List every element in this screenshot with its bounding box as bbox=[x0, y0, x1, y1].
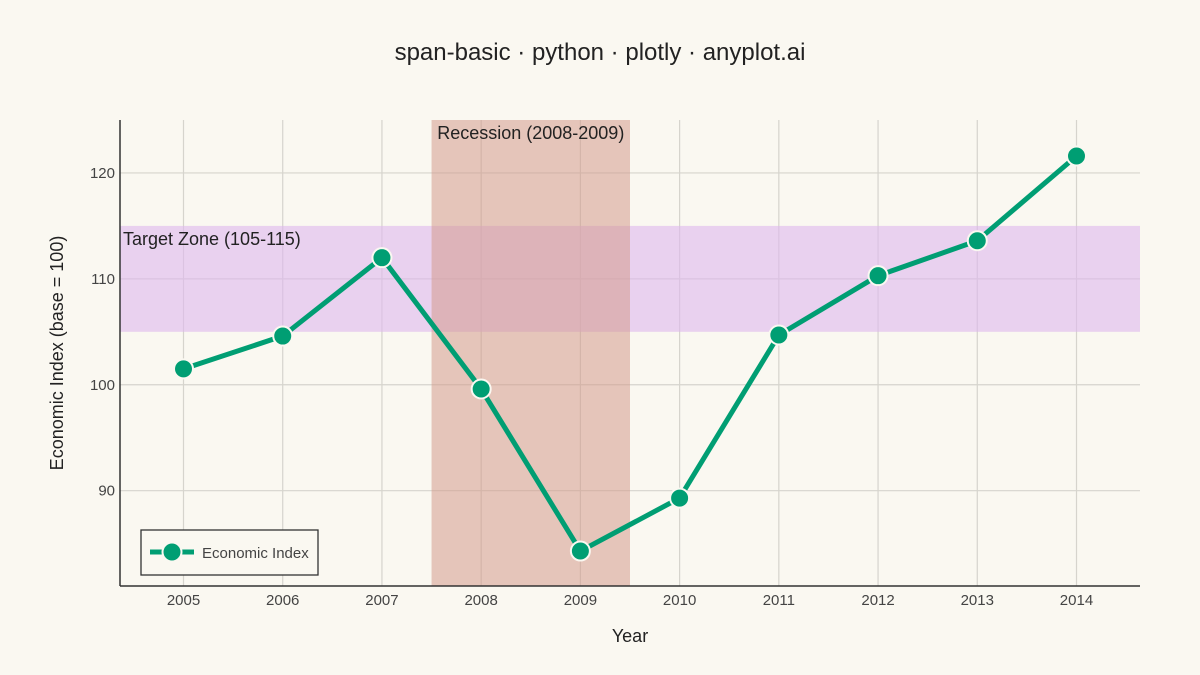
x-tick-label-2005: 2005 bbox=[167, 592, 200, 609]
y-axis-title: Economic Index (base = 100) bbox=[47, 236, 67, 471]
x-tick-label-2014: 2014 bbox=[1060, 592, 1093, 609]
data-point-2008 bbox=[470, 378, 492, 400]
data-point-2010 bbox=[669, 487, 691, 509]
x-tick-label-2010: 2010 bbox=[663, 592, 696, 609]
y-tick-label-110: 110 bbox=[91, 271, 115, 288]
plot-area: Recession (2008-2009) Target Zone (105-11… bbox=[90, 120, 1140, 609]
y-tick-label-100: 100 bbox=[90, 377, 115, 394]
x-axis-title: Year bbox=[612, 626, 648, 646]
recession-span-label: Recession (2008-2009) bbox=[437, 123, 624, 143]
recession-span bbox=[431, 120, 630, 586]
y-tick-label-90: 90 bbox=[98, 483, 115, 500]
series-line-economic-index bbox=[181, 153, 1079, 554]
data-point-2014 bbox=[1065, 145, 1087, 167]
chart-title: span-basic · python · plotly · anyplot.a… bbox=[395, 39, 806, 66]
y-tick-label-120: 120 bbox=[90, 165, 115, 182]
legend-swatch-marker bbox=[161, 541, 183, 563]
legend-label-economic-index: Economic Index bbox=[202, 545, 309, 562]
x-tick-label-2006: 2006 bbox=[266, 592, 299, 609]
data-point-2012 bbox=[867, 265, 889, 287]
x-tick-label-2013: 2013 bbox=[961, 592, 994, 609]
data-point-2013 bbox=[966, 230, 988, 252]
data-point-2011 bbox=[768, 324, 790, 346]
data-point-2006 bbox=[272, 325, 294, 347]
data-point-2005 bbox=[173, 358, 195, 380]
data-point-2007 bbox=[371, 247, 393, 269]
x-tick-label-2012: 2012 bbox=[861, 592, 894, 609]
x-tick-label-2011: 2011 bbox=[763, 592, 795, 609]
x-tick-label-2009: 2009 bbox=[564, 592, 597, 609]
x-tick-label-2007: 2007 bbox=[365, 592, 398, 609]
target-zone-span-label: Target Zone (105-115) bbox=[123, 229, 301, 249]
data-point-2009 bbox=[569, 540, 591, 562]
x-tick-label-2008: 2008 bbox=[464, 592, 497, 609]
